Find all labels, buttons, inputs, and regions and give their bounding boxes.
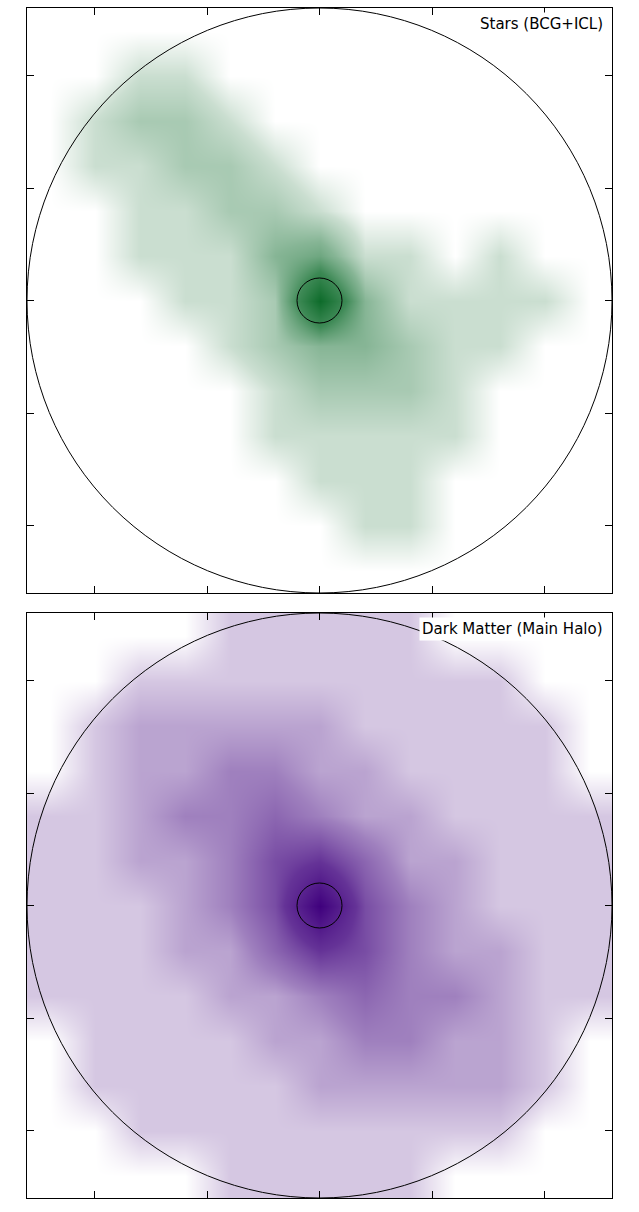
svg-text:Stars (BCG+ICL): Stars (BCG+ICL) [480, 15, 603, 33]
svg-text:Dark Matter (Main Halo): Dark Matter (Main Halo) [422, 620, 603, 638]
